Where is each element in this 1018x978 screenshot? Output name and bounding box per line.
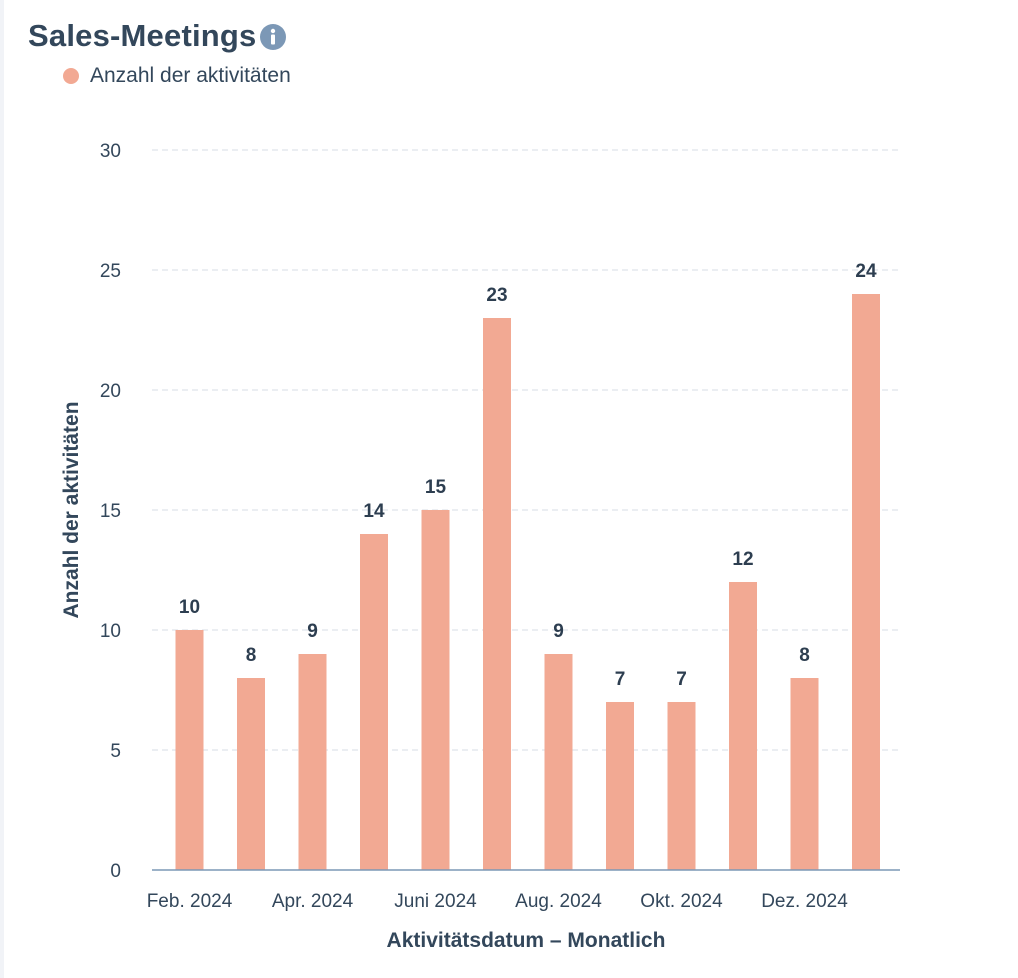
- bar[interactable]: [298, 654, 327, 870]
- data-label: 24: [855, 261, 877, 282]
- info-icon[interactable]: [259, 23, 287, 51]
- bar[interactable]: [544, 654, 573, 870]
- x-tick-label: Feb. 2024: [147, 891, 233, 912]
- y-tick-label: 30: [100, 141, 121, 162]
- y-tick-label: 25: [100, 261, 121, 282]
- bar[interactable]: [667, 702, 696, 870]
- y-tick-label: 5: [110, 741, 121, 762]
- bar[interactable]: [606, 702, 634, 870]
- bar[interactable]: [729, 582, 757, 870]
- chart-header: Sales-Meetings: [28, 18, 287, 54]
- x-axis: Feb. 2024 Apr. 2024 Juni 2024 Aug. 2024 Okt.…: [147, 869, 900, 912]
- x-tick-label: Dez. 2024: [761, 891, 848, 912]
- bar[interactable]: [175, 630, 204, 870]
- data-label: 7: [615, 669, 626, 690]
- data-label: 14: [363, 501, 385, 522]
- y-tick-label: 0: [110, 861, 121, 882]
- y-axis: 0 5 10 15 20 25 30: [100, 141, 121, 882]
- x-tick-label: Aug. 2024: [515, 891, 602, 912]
- data-label: 15: [425, 477, 447, 498]
- data-label: 12: [732, 549, 753, 570]
- chart-title: Sales-Meetings: [28, 18, 257, 53]
- y-tick-label: 10: [100, 621, 121, 642]
- bar[interactable]: [483, 318, 511, 870]
- bars: [175, 294, 880, 870]
- y-tick-label: 20: [100, 381, 121, 402]
- left-edge: [0, 0, 4, 978]
- y-tick-label: 15: [100, 501, 121, 522]
- legend: Anzahl der aktivitäten: [63, 64, 291, 88]
- data-label: 9: [307, 621, 318, 642]
- bar[interactable]: [237, 678, 265, 870]
- x-tick-label: Okt. 2024: [640, 891, 723, 912]
- data-label: 9: [553, 621, 564, 642]
- bar[interactable]: [421, 510, 450, 870]
- data-label: 10: [179, 597, 200, 618]
- data-labels: 10 8 9 14 15 23 9 7 7 12 8 24: [179, 261, 877, 690]
- data-label: 23: [486, 285, 507, 306]
- grid-lines: [152, 149, 900, 751]
- data-label: 8: [246, 645, 257, 666]
- bar[interactable]: [790, 678, 819, 870]
- data-label: 8: [799, 645, 810, 666]
- data-label: 7: [676, 669, 687, 690]
- bar[interactable]: [360, 534, 388, 870]
- x-tick-label: Apr. 2024: [272, 891, 354, 912]
- bar[interactable]: [852, 294, 880, 870]
- x-axis-title: Aktivitätsdatum – Monatlich: [387, 929, 666, 952]
- x-tick-label: Juni 2024: [394, 891, 477, 912]
- legend-label[interactable]: Anzahl der aktivitäten: [90, 64, 291, 87]
- legend-swatch: [63, 68, 79, 84]
- y-axis-title: Anzahl der aktivitäten: [60, 401, 83, 618]
